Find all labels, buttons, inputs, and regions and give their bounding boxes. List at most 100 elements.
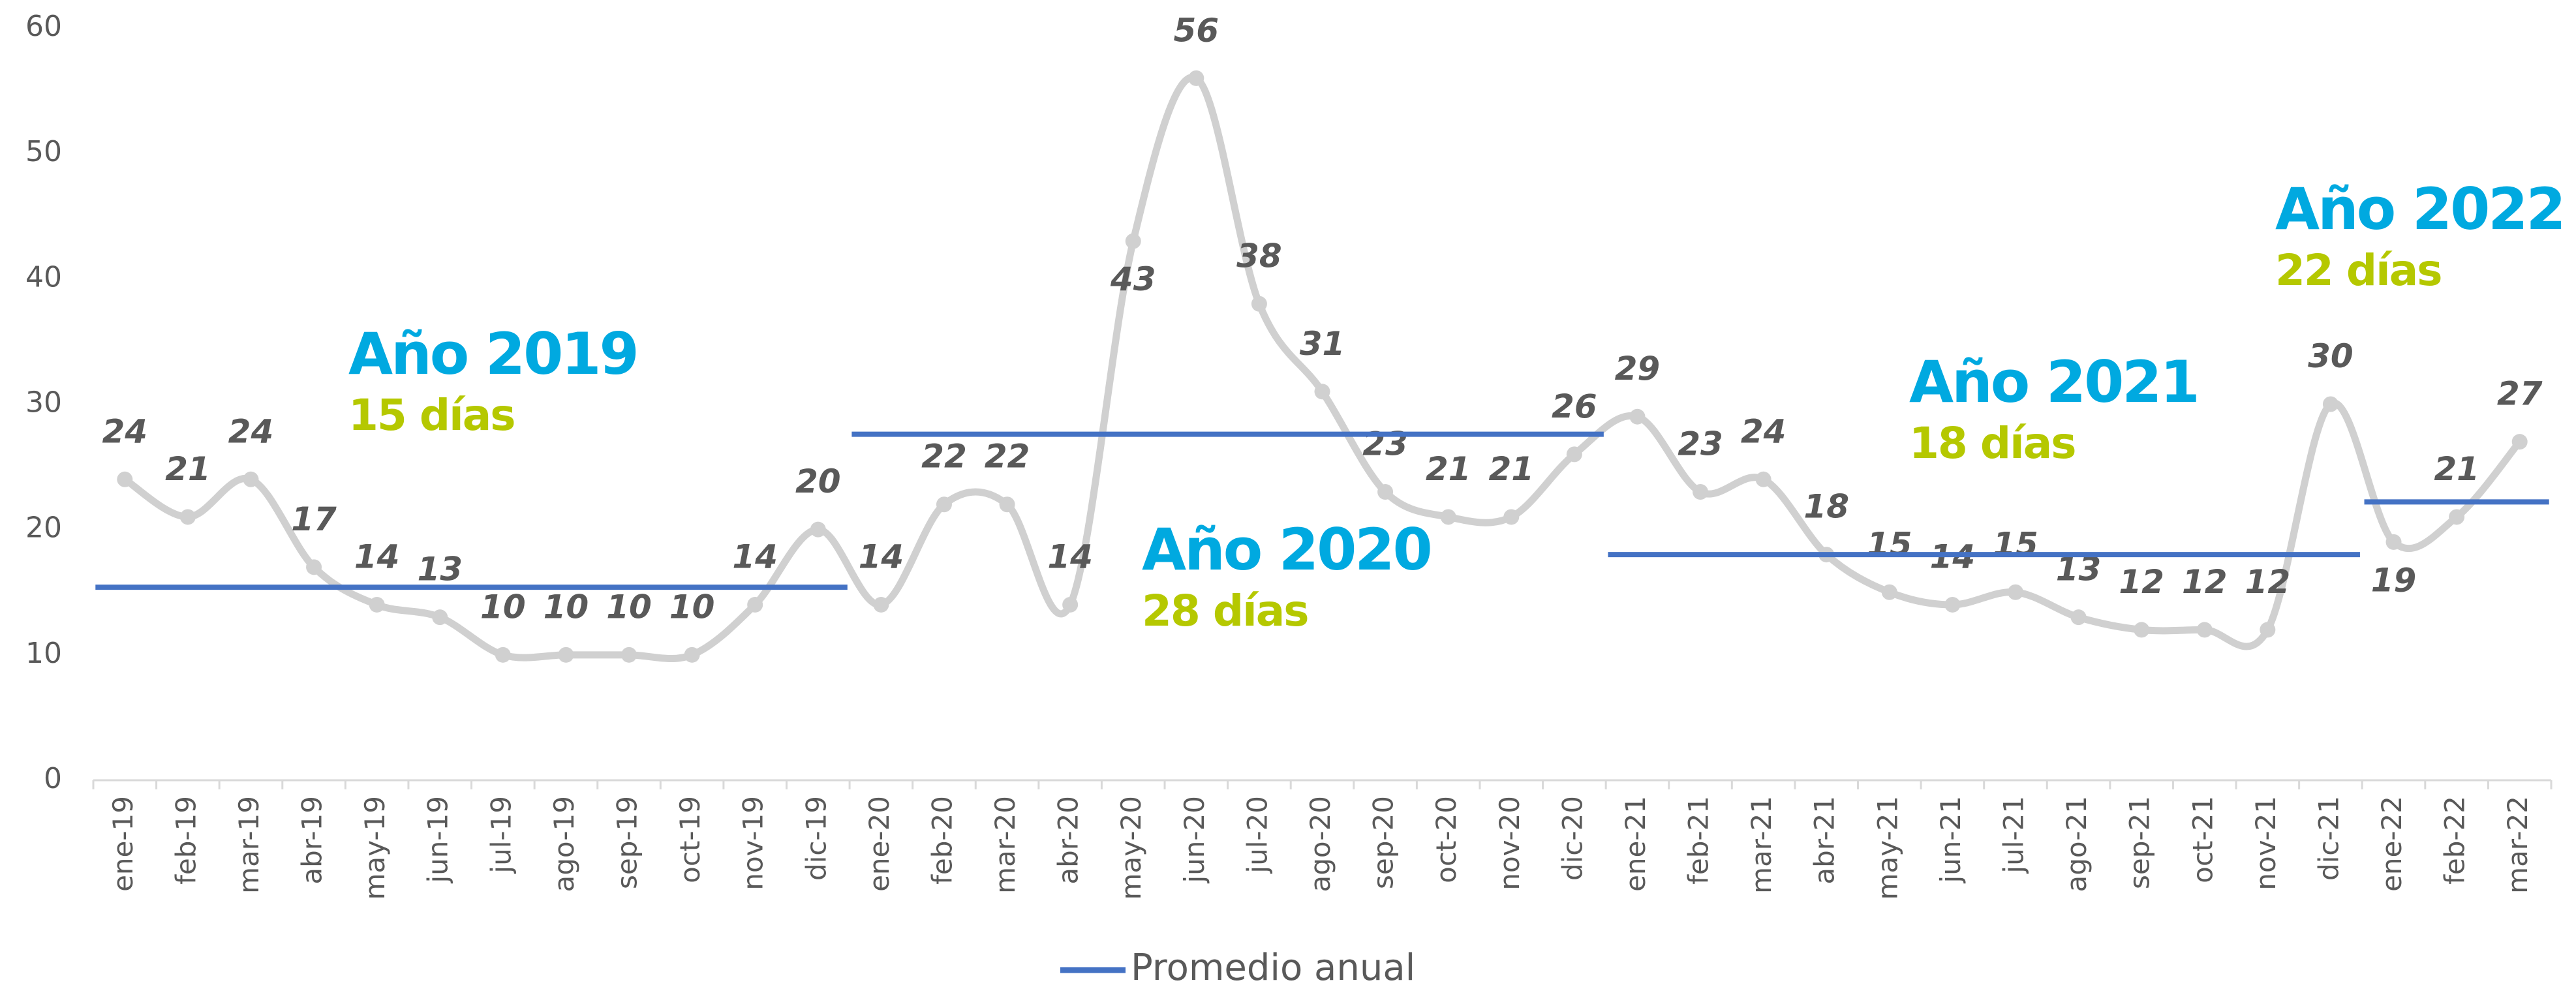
annotation-title: Año 2022: [2275, 175, 2564, 243]
data-label: 12: [2119, 563, 2164, 601]
x-tick-label: ene-20: [863, 796, 895, 892]
y-tick-label: 30: [25, 386, 62, 419]
data-point: [495, 647, 511, 663]
data-label: 38: [1236, 237, 1282, 275]
data-label: 14: [859, 538, 904, 575]
x-tick-label: ene-22: [2376, 796, 2408, 892]
data-point: [2260, 622, 2276, 638]
data-point: [1944, 596, 1961, 613]
data-point: [810, 521, 826, 538]
y-tick-label: 50: [25, 135, 62, 168]
data-label: 14: [732, 538, 778, 575]
x-tick-label: ago-19: [548, 796, 580, 892]
x-tick-label: feb-22: [2439, 796, 2471, 885]
x-tick-label: abr-19: [296, 796, 328, 885]
data-label: 23: [1362, 425, 1408, 463]
y-tick-label: 0: [44, 762, 62, 795]
x-tick-label: nov-20: [1494, 796, 1526, 890]
y-tick-label: 20: [25, 511, 62, 545]
data-point: [1062, 596, 1079, 613]
data-point: [2134, 622, 2150, 638]
y-tick-label: 10: [25, 637, 62, 670]
data-point: [1881, 584, 1897, 600]
data-point: [179, 509, 196, 525]
x-tick-label: may-21: [1871, 796, 1903, 900]
data-point: [747, 596, 763, 613]
x-tick-label: jul-20: [1241, 796, 1273, 874]
data-label: 14: [354, 538, 400, 575]
data-point: [684, 647, 700, 663]
annotation-text: 28 días: [1142, 586, 1308, 636]
data-point: [1566, 446, 1582, 463]
data-label: 24: [228, 412, 274, 450]
data-label: 14: [1047, 538, 1093, 575]
data-label: 12: [2182, 563, 2228, 601]
data-point: [936, 496, 952, 513]
x-tick-label: ene-19: [107, 796, 139, 892]
x-tick-label: jun-19: [422, 796, 454, 884]
legend-label: Promedio anual: [1131, 947, 1415, 989]
y-tick-label: 40: [25, 260, 62, 294]
data-label: 21: [1488, 450, 1534, 488]
data-label: 24: [1741, 412, 1786, 450]
data-label: 10: [606, 588, 652, 626]
data-point: [1629, 408, 1646, 425]
data-point: [1503, 509, 1520, 525]
data-point: [369, 596, 385, 613]
data-label: 10: [669, 588, 715, 626]
data-point: [2322, 396, 2338, 412]
data-point: [873, 596, 889, 613]
data-point: [1440, 509, 1456, 525]
x-tick-label: ene-21: [1619, 796, 1651, 892]
data-label: 22: [985, 438, 1030, 476]
data-label: 56: [1174, 11, 1219, 49]
data-label: 29: [1615, 350, 1661, 388]
data-point: [2007, 584, 2023, 600]
x-tick-label: nov-19: [737, 796, 769, 890]
x-tick-label: dic-21: [2312, 796, 2344, 881]
x-tick-label: jun-20: [1178, 796, 1210, 884]
data-label: 27: [2497, 375, 2543, 413]
data-point: [2385, 534, 2402, 550]
annotation-text: 18 días: [1909, 418, 2076, 468]
x-tick-label: jul-19: [485, 796, 517, 874]
x-tick-label: feb-21: [1683, 796, 1715, 885]
x-tick-label: mar-20: [989, 796, 1021, 894]
data-label: 15: [1867, 525, 1912, 563]
x-tick-label: oct-19: [674, 796, 706, 883]
x-tick-label: jul-21: [1997, 796, 2029, 874]
x-tick-label: may-19: [359, 796, 391, 900]
data-label: 21: [2434, 450, 2479, 488]
annotation-title: Año 2019: [348, 320, 637, 388]
data-point: [999, 496, 1015, 513]
data-point: [1755, 471, 1771, 487]
x-tick-label: nov-21: [2250, 796, 2282, 890]
data-point: [1314, 384, 1330, 400]
data-label: 19: [2371, 561, 2417, 599]
x-tick-label: sep-19: [611, 796, 643, 889]
x-tick-label: mar-21: [1745, 796, 1777, 894]
x-tick-label: oct-21: [2186, 796, 2218, 883]
annotation-text: 15 días: [348, 390, 515, 440]
data-label: 18: [1803, 488, 1849, 526]
x-tick-label: sep-20: [1368, 796, 1400, 889]
data-point: [1693, 484, 1709, 500]
data-label: 12: [2245, 563, 2291, 601]
data-point: [432, 609, 448, 626]
data-point: [2511, 434, 2528, 450]
data-point: [1377, 484, 1394, 500]
x-tick-label: abr-20: [1052, 796, 1084, 885]
annotation-title: Año 2021: [1909, 348, 2198, 416]
data-point: [243, 471, 259, 487]
data-label: 22: [921, 438, 967, 476]
data-point: [2449, 509, 2465, 525]
annotation-title: Año 2020: [1142, 516, 1431, 583]
data-point: [1125, 233, 1141, 249]
data-point: [1188, 70, 1204, 86]
x-tick-label: oct-20: [1430, 796, 1462, 883]
x-tick-label: mar-19: [233, 796, 265, 894]
annotation-text: 22 días: [2275, 245, 2442, 296]
x-tick-label: sep-21: [2124, 796, 2156, 889]
data-label: 31: [1300, 325, 1345, 363]
x-tick-label: feb-19: [170, 796, 202, 885]
